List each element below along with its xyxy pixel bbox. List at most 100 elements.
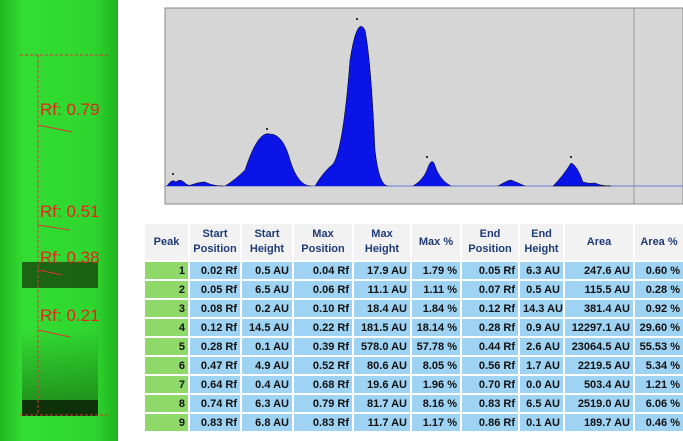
table-cell: 6.5 AU bbox=[519, 394, 564, 413]
screen: Rf: 0.79 Rf: 0.51 Rf: 0.38 Rf: 0.21 Peak… bbox=[0, 0, 683, 441]
peak-number: 6 bbox=[144, 356, 189, 375]
peak-marker bbox=[266, 128, 268, 130]
marker bbox=[38, 330, 70, 337]
tlc-plate: Rf: 0.79 Rf: 0.51 Rf: 0.38 Rf: 0.21 bbox=[0, 0, 118, 441]
peak-number: 5 bbox=[144, 337, 189, 356]
marker bbox=[38, 225, 70, 230]
table-cell: 23064.5 AU bbox=[564, 337, 634, 356]
table-row: 60.47 Rf4.9 AU0.52 Rf80.6 AU8.05 %0.56 R… bbox=[144, 356, 683, 375]
table-cell: 0.22 Rf bbox=[293, 318, 353, 337]
table-cell: 0.1 AU bbox=[241, 337, 293, 356]
table-cell: 0.79 Rf bbox=[293, 394, 353, 413]
table-cell: 29.60 % bbox=[634, 318, 683, 337]
table-cell: 2.6 AU bbox=[519, 337, 564, 356]
table-cell: 0.28 % bbox=[634, 280, 683, 299]
peak-marker bbox=[356, 18, 358, 20]
table-cell: 5.34 % bbox=[634, 356, 683, 375]
rf-label: Rf: 0.79 bbox=[40, 100, 100, 120]
column-header: Area % bbox=[634, 223, 683, 261]
table-cell: 0.10 Rf bbox=[293, 299, 353, 318]
table-cell: 6.5 AU bbox=[241, 280, 293, 299]
table-cell: 57.78 % bbox=[411, 337, 461, 356]
table-cell: 0.12 Rf bbox=[189, 318, 241, 337]
table-cell: 81.7 AU bbox=[353, 394, 411, 413]
marker bbox=[38, 125, 72, 132]
column-header: End Height bbox=[519, 223, 564, 261]
table-cell: 11.7 AU bbox=[353, 413, 411, 432]
table-cell: 0.83 Rf bbox=[293, 413, 353, 432]
peak-number: 1 bbox=[144, 261, 189, 280]
table-cell: 0.05 Rf bbox=[461, 261, 519, 280]
table-cell: 0.83 Rf bbox=[189, 413, 241, 432]
peak-number: 7 bbox=[144, 375, 189, 394]
table-cell: 0.70 Rf bbox=[461, 375, 519, 394]
rf-label: Rf: 0.38 bbox=[40, 248, 100, 268]
table-cell: 0.44 Rf bbox=[461, 337, 519, 356]
column-header: Max Height bbox=[353, 223, 411, 261]
column-header: Max % bbox=[411, 223, 461, 261]
table-cell: 1.79 % bbox=[411, 261, 461, 280]
table-cell: 8.16 % bbox=[411, 394, 461, 413]
table-cell: 14.5 AU bbox=[241, 318, 293, 337]
table-cell: 1.84 % bbox=[411, 299, 461, 318]
table-cell: 189.7 AU bbox=[564, 413, 634, 432]
table-cell: 1.11 % bbox=[411, 280, 461, 299]
table-cell: 0.2 AU bbox=[241, 299, 293, 318]
table-cell: 0.12 Rf bbox=[461, 299, 519, 318]
column-header: Peak bbox=[144, 223, 189, 261]
table-cell: 381.4 AU bbox=[564, 299, 634, 318]
table-cell: 14.3 AU bbox=[519, 299, 564, 318]
rf-label: Rf: 0.21 bbox=[40, 306, 100, 326]
table-cell: 0.9 AU bbox=[519, 318, 564, 337]
table-cell: 0.1 AU bbox=[519, 413, 564, 432]
table-cell: 0.5 AU bbox=[241, 261, 293, 280]
table-cell: 0.05 Rf bbox=[189, 280, 241, 299]
table-cell: 6.3 AU bbox=[519, 261, 564, 280]
table-cell: 0.4 AU bbox=[241, 375, 293, 394]
table-cell: 1.21 % bbox=[634, 375, 683, 394]
table-cell: 6.8 AU bbox=[241, 413, 293, 432]
table-cell: 578.0 AU bbox=[353, 337, 411, 356]
table-cell: 247.6 AU bbox=[564, 261, 634, 280]
table-cell: 6.3 AU bbox=[241, 394, 293, 413]
table-cell: 0.39 Rf bbox=[293, 337, 353, 356]
table-cell: 19.6 AU bbox=[353, 375, 411, 394]
peak-number: 2 bbox=[144, 280, 189, 299]
table-cell: 0.02 Rf bbox=[189, 261, 241, 280]
table-cell: 181.5 AU bbox=[353, 318, 411, 337]
table-cell: 0.68 Rf bbox=[293, 375, 353, 394]
table-cell: 0.28 Rf bbox=[461, 318, 519, 337]
table-cell: 0.0 AU bbox=[519, 375, 564, 394]
column-header: End Position bbox=[461, 223, 519, 261]
table-cell: 0.56 Rf bbox=[461, 356, 519, 375]
table-cell: 1.96 % bbox=[411, 375, 461, 394]
table-cell: 11.1 AU bbox=[353, 280, 411, 299]
chromatogram bbox=[143, 0, 683, 215]
table-cell: 0.47 Rf bbox=[189, 356, 241, 375]
peak-marker bbox=[172, 173, 174, 175]
peak-number: 8 bbox=[144, 394, 189, 413]
table-cell: 0.83 Rf bbox=[461, 394, 519, 413]
table-cell: 12297.1 AU bbox=[564, 318, 634, 337]
table-cell: 0.08 Rf bbox=[189, 299, 241, 318]
column-header: Area bbox=[564, 223, 634, 261]
table-cell: 0.5 AU bbox=[519, 280, 564, 299]
table-cell: 0.64 Rf bbox=[189, 375, 241, 394]
table-cell: 0.28 Rf bbox=[189, 337, 241, 356]
table-cell: 2219.5 AU bbox=[564, 356, 634, 375]
table-cell: 8.05 % bbox=[411, 356, 461, 375]
table-cell: 0.46 % bbox=[634, 413, 683, 432]
table-cell: 1.17 % bbox=[411, 413, 461, 432]
table-cell: 0.60 % bbox=[634, 261, 683, 280]
table-cell: 55.53 % bbox=[634, 337, 683, 356]
table-cell: 17.9 AU bbox=[353, 261, 411, 280]
table-cell: 503.4 AU bbox=[564, 375, 634, 394]
